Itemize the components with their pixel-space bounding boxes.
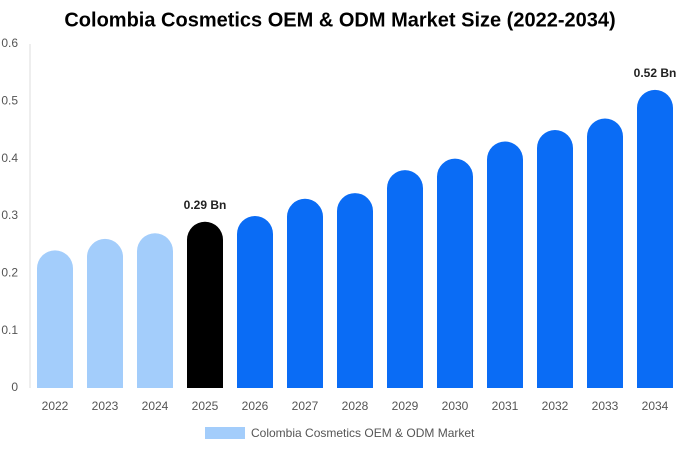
y-tick-label: 0.3 — [1, 208, 18, 222]
bar — [637, 89, 673, 388]
x-tick-label: 2023 — [92, 399, 119, 413]
y-tick-label: 0.4 — [1, 151, 18, 165]
x-tick-label: 2024 — [142, 399, 169, 413]
x-tick-label: 2032 — [542, 399, 569, 413]
value-label: 0.52 Bn — [634, 66, 677, 80]
x-tick-label: 2026 — [242, 399, 269, 413]
x-tick-label: 2027 — [292, 399, 319, 413]
x-tick-label: 2028 — [342, 399, 369, 413]
x-tick-label: 2025 — [192, 399, 219, 413]
bar — [137, 233, 173, 388]
x-tick-label: 2031 — [492, 399, 519, 413]
bar — [187, 221, 223, 388]
chart-title: Colombia Cosmetics OEM & ODM Market Size… — [64, 9, 615, 31]
x-tick-label: 2034 — [642, 399, 669, 413]
y-tick-label: 0.5 — [1, 94, 18, 108]
x-tick-label: 2033 — [592, 399, 619, 413]
bar — [487, 141, 523, 388]
legend-label: Colombia Cosmetics OEM & ODM Market — [251, 426, 475, 440]
bar — [87, 238, 123, 388]
y-tick-label: 0 — [11, 380, 18, 394]
x-tick-label: 2029 — [392, 399, 419, 413]
bar — [237, 216, 273, 388]
bar — [437, 158, 473, 388]
y-tick-label: 0.2 — [1, 266, 18, 280]
bar — [587, 118, 623, 389]
y-tick-label: 0.1 — [1, 323, 18, 337]
x-tick-label: 2022 — [42, 399, 69, 413]
x-tick-label: 2030 — [442, 399, 469, 413]
bar — [37, 250, 73, 388]
bar — [337, 193, 373, 388]
y-tick-label: 0.6 — [1, 36, 18, 50]
legend-swatch — [205, 427, 245, 439]
value-label: 0.29 Bn — [184, 198, 227, 212]
bar — [287, 198, 323, 388]
bar — [537, 130, 573, 388]
bar — [387, 170, 423, 388]
